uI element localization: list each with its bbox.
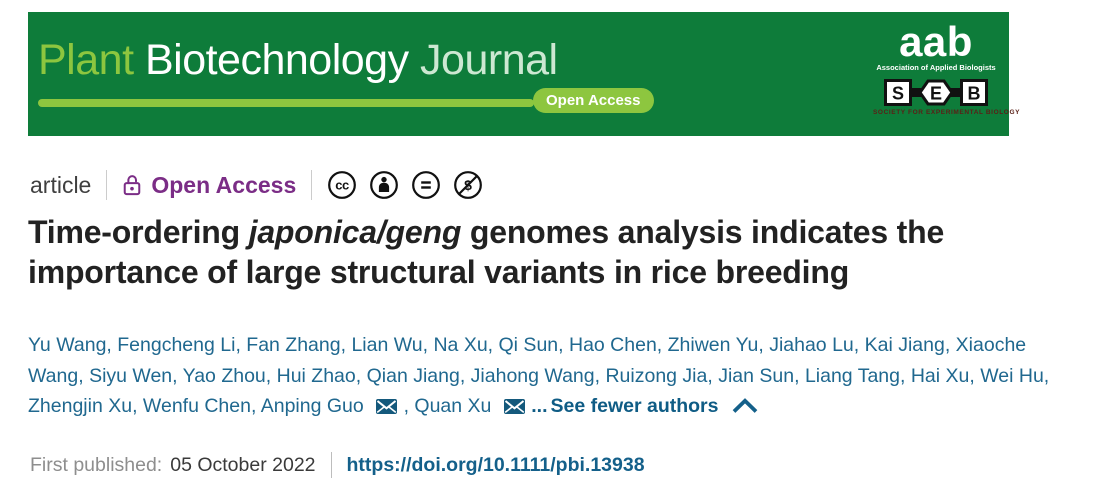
doi-link[interactable]: https://doi.org/10.1111/pbi.13938 <box>346 453 645 476</box>
cc-icon: cc <box>327 170 357 200</box>
open-access-badge: Open Access <box>533 88 654 113</box>
svg-text:cc: cc <box>336 178 350 193</box>
seb-caption: SOCIETY FOR EXPERIMENTAL BIOLOGY <box>873 108 1021 116</box>
author-link[interactable]: Qi Sun <box>498 334 559 356</box>
cc-nc-icon: $ <box>453 170 483 200</box>
journal-title-word1: Plant <box>38 36 134 84</box>
journal-title-word3: Journal <box>420 36 558 84</box>
author-link[interactable]: Yao Zhou <box>182 364 266 387</box>
divider <box>330 452 332 478</box>
cc-nd-icon <box>411 170 441 200</box>
author-link[interactable]: Zhiwen Yu <box>667 334 759 356</box>
author-link[interactable]: Wenfu Chen <box>142 395 251 417</box>
author-list: Yu Wang, Fengcheng Li, Fan Zhang, Lian W… <box>28 334 1050 417</box>
author-link[interactable]: Hui Zhao <box>276 364 356 387</box>
cc-by-icon <box>369 170 399 200</box>
aab-logo: aab <box>899 18 973 65</box>
title-text-post: genomes analysis indicates the importanc… <box>28 214 945 290</box>
author-link[interactable]: Qian Jiang <box>366 364 460 387</box>
author-link[interactable]: Na Xu <box>433 334 488 356</box>
chevron-up-icon[interactable] <box>731 397 759 419</box>
see-fewer-authors-link[interactable]: See fewer authors <box>550 395 719 417</box>
author-link[interactable]: Wei Hu <box>980 364 1044 387</box>
divider <box>106 170 108 200</box>
svg-text:S: S <box>892 83 904 103</box>
seb-logo: S E B <box>873 78 999 106</box>
author-link[interactable]: Anping Guo <box>260 395 364 417</box>
author-list-wrap: Yu Wang, Fengcheng Li, Fan Zhang, Lian W… <box>28 330 1058 424</box>
license-icons: cc $ <box>327 170 483 200</box>
author-link[interactable]: Hao Chen <box>568 334 657 356</box>
title-text-italic: japonica/geng <box>248 214 462 250</box>
publication-info-row: First published: 05 October 2022 https:/… <box>30 452 645 478</box>
authors-ellipsis: ... <box>531 395 548 417</box>
open-lock-icon <box>122 173 142 197</box>
svg-text:B: B <box>968 83 981 103</box>
author-link[interactable]: Kai Jiang <box>864 334 945 356</box>
author-link[interactable]: Jiahong Wang <box>470 364 595 387</box>
publication-date: 05 October 2022 <box>170 453 316 476</box>
author-link[interactable]: Ruizong Jia <box>605 364 708 387</box>
article-meta-row: article Open Access cc <box>30 169 483 201</box>
author-link[interactable]: Jiahao Lu <box>769 334 854 356</box>
author-link[interactable]: Lian Wu <box>351 334 423 356</box>
open-access-status: Open Access <box>122 172 296 199</box>
author-link[interactable]: Liang Tang <box>804 364 900 387</box>
aab-caption: Association of Applied Biologists <box>876 62 996 72</box>
author-link[interactable]: Siyu Wen <box>89 364 173 387</box>
author-link[interactable]: Quan Xu <box>414 395 492 417</box>
author-link[interactable]: Jian Sun <box>718 364 795 387</box>
divider <box>311 170 313 200</box>
author-link[interactable]: Fan Zhang <box>246 334 341 356</box>
title-text-pre: Time-ordering <box>28 214 249 250</box>
society-logos: aab Association of Applied Biologists S … <box>873 18 1021 116</box>
author-link[interactable]: Fengcheng Li <box>117 334 236 356</box>
journal-title-word2: Biotechnology <box>133 36 421 84</box>
page-title: Time-ordering japonica/geng genomes anal… <box>28 212 1068 292</box>
author-link[interactable]: Zhengjin Xu <box>28 395 133 417</box>
author-link[interactable]: Hai Xu <box>910 364 970 387</box>
open-access-label: Open Access <box>151 171 297 198</box>
author-link[interactable]: Xiaoche Wang <box>28 334 1027 387</box>
first-published-label: First published: <box>30 453 163 476</box>
banner-rule <box>38 99 534 107</box>
author-link[interactable]: Yu Wang <box>28 334 107 356</box>
email-icon[interactable] <box>376 399 398 414</box>
journal-title: Plant Biotechnology Journal <box>38 36 558 85</box>
content-type-label: article <box>30 171 92 198</box>
journal-banner[interactable]: Plant Biotechnology Journal Open Access … <box>28 12 1021 136</box>
svg-text:E: E <box>930 83 942 103</box>
email-icon[interactable] <box>503 399 525 414</box>
